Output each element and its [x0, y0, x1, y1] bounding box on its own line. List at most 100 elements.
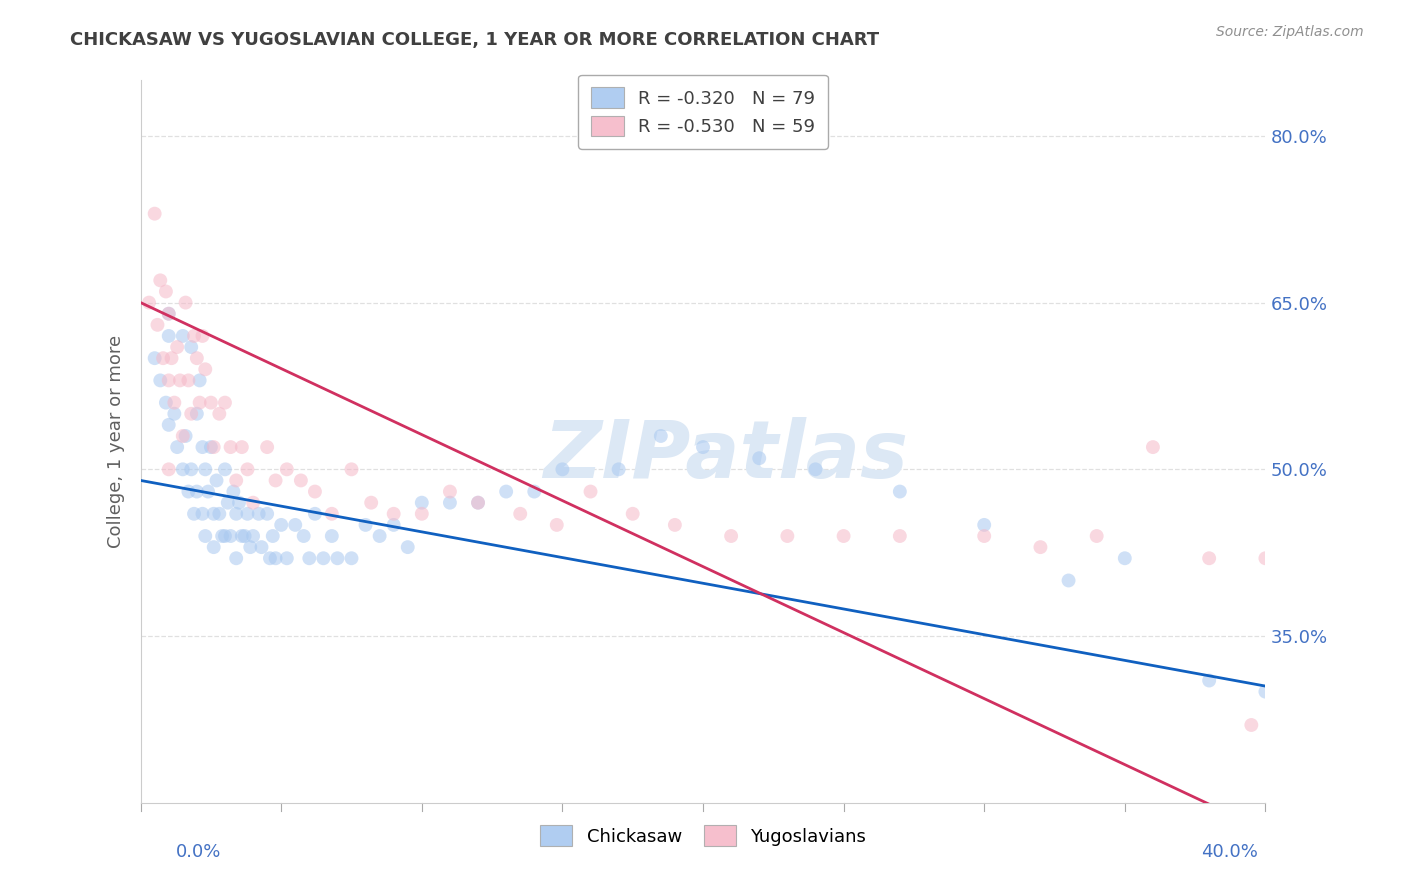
- Point: [143, 351, 166, 366]
- Point: [664, 517, 686, 532]
- Point: [607, 462, 630, 476]
- Point: [180, 340, 202, 354]
- Point: [155, 395, 177, 409]
- Point: [832, 529, 855, 543]
- Point: [321, 529, 343, 543]
- Point: [467, 496, 489, 510]
- Point: [157, 373, 180, 387]
- Point: [340, 462, 363, 476]
- Point: [340, 551, 363, 566]
- Point: [973, 529, 995, 543]
- Point: [382, 507, 405, 521]
- Point: [188, 373, 211, 387]
- Point: [202, 440, 225, 454]
- Point: [354, 517, 377, 532]
- Point: [225, 474, 247, 488]
- Point: [146, 318, 169, 332]
- Point: [546, 517, 568, 532]
- Point: [219, 529, 242, 543]
- Point: [264, 474, 287, 488]
- Point: [191, 329, 214, 343]
- Point: [172, 462, 194, 476]
- Point: [180, 462, 202, 476]
- Point: [242, 529, 264, 543]
- Point: [439, 484, 461, 499]
- Point: [304, 507, 326, 521]
- Point: [1085, 529, 1108, 543]
- Point: [233, 529, 256, 543]
- Point: [214, 529, 236, 543]
- Point: [247, 507, 270, 521]
- Point: [155, 285, 177, 299]
- Point: [202, 507, 225, 521]
- Point: [889, 529, 911, 543]
- Point: [166, 440, 188, 454]
- Point: [191, 507, 214, 521]
- Point: [202, 540, 225, 554]
- Point: [157, 329, 180, 343]
- Point: [191, 440, 214, 454]
- Point: [621, 507, 644, 521]
- Point: [242, 496, 264, 510]
- Point: [551, 462, 574, 476]
- Point: [172, 329, 194, 343]
- Point: [194, 529, 217, 543]
- Point: [180, 407, 202, 421]
- Point: [163, 407, 186, 421]
- Point: [149, 373, 172, 387]
- Point: [174, 295, 197, 310]
- Point: [321, 507, 343, 521]
- Point: [205, 474, 228, 488]
- Point: [262, 529, 284, 543]
- Point: [200, 395, 222, 409]
- Point: [523, 484, 546, 499]
- Point: [157, 462, 180, 476]
- Point: [411, 496, 433, 510]
- Point: [804, 462, 827, 476]
- Point: [1240, 718, 1263, 732]
- Point: [211, 529, 233, 543]
- Point: [748, 451, 770, 466]
- Point: [228, 496, 250, 510]
- Point: [264, 551, 287, 566]
- Point: [1198, 551, 1220, 566]
- Point: [509, 507, 531, 521]
- Point: [304, 484, 326, 499]
- Point: [172, 429, 194, 443]
- Point: [467, 496, 489, 510]
- Point: [284, 517, 307, 532]
- Point: [186, 351, 208, 366]
- Point: [177, 484, 200, 499]
- Point: [495, 484, 517, 499]
- Point: [149, 273, 172, 287]
- Text: ZIPatlas: ZIPatlas: [543, 417, 908, 495]
- Point: [177, 373, 200, 387]
- Point: [236, 462, 259, 476]
- Point: [225, 551, 247, 566]
- Point: [1142, 440, 1164, 454]
- Point: [157, 417, 180, 432]
- Point: [194, 462, 217, 476]
- Point: [1057, 574, 1080, 588]
- Text: 0.0%: 0.0%: [176, 843, 221, 861]
- Point: [208, 507, 231, 521]
- Point: [1254, 684, 1277, 698]
- Point: [174, 429, 197, 443]
- Point: [183, 507, 205, 521]
- Point: [973, 517, 995, 532]
- Point: [1114, 551, 1136, 566]
- Y-axis label: College, 1 year or more: College, 1 year or more: [107, 335, 125, 548]
- Point: [276, 551, 298, 566]
- Point: [692, 440, 714, 454]
- Point: [143, 207, 166, 221]
- Point: [368, 529, 391, 543]
- Point: [298, 551, 321, 566]
- Point: [276, 462, 298, 476]
- Point: [256, 440, 278, 454]
- Point: [650, 429, 672, 443]
- Point: [225, 507, 247, 521]
- Point: [720, 529, 742, 543]
- Text: Source: ZipAtlas.com: Source: ZipAtlas.com: [1216, 25, 1364, 39]
- Point: [1198, 673, 1220, 688]
- Text: 40.0%: 40.0%: [1202, 843, 1258, 861]
